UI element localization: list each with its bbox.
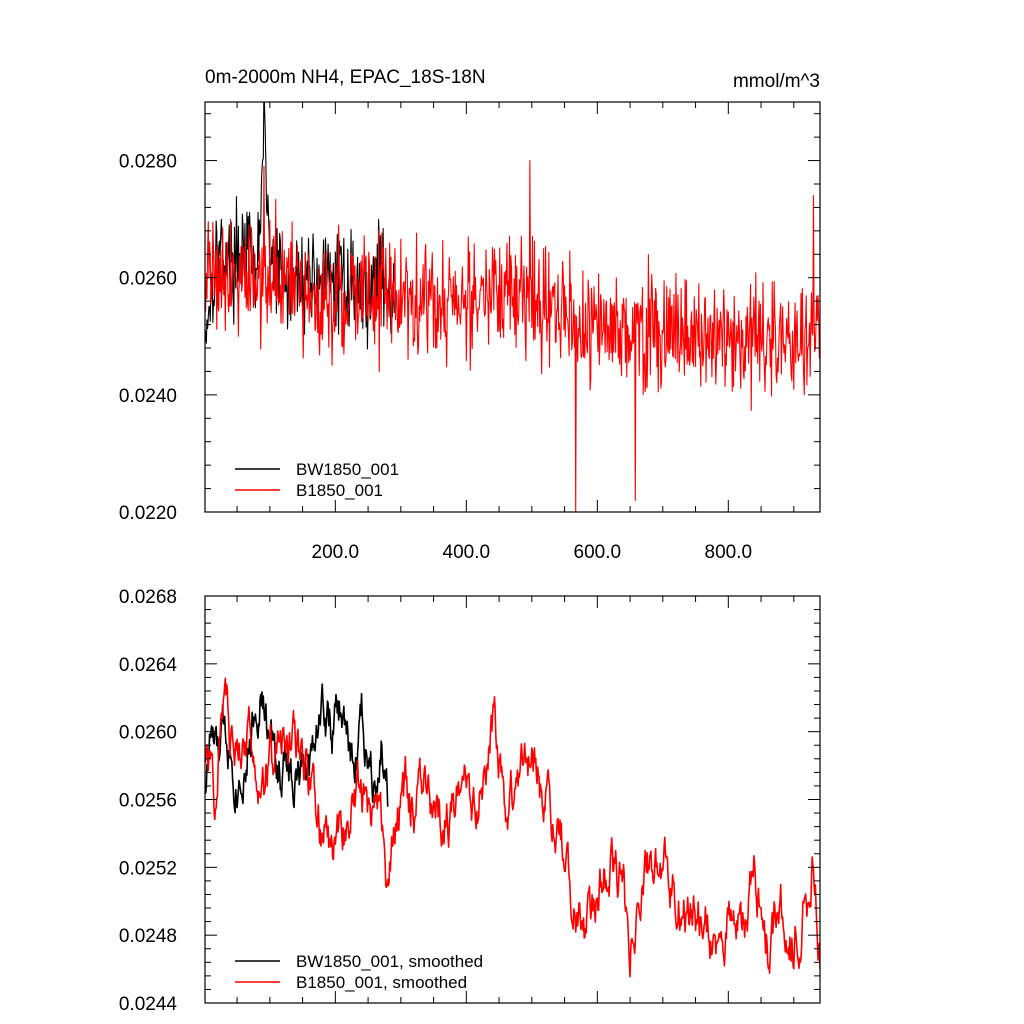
series-line-b1850-001	[205, 160, 820, 512]
y-tick-label: 0.0244	[119, 994, 178, 1015]
y-tick-label: 0.0260	[119, 269, 177, 290]
series-line-b1850-001-smoothed	[205, 677, 820, 978]
series-line-bw1850-001	[205, 102, 395, 350]
top-plot-area: 0.0220 0.0240 0.0260 0.0280 200.0 400.0 600.0 8…	[119, 101, 821, 563]
top-panel: 0m-2000m NH4, EPAC_18S-18N mmol/m^3 0.02…	[119, 67, 821, 563]
x-tick-label: 400.0	[443, 542, 491, 563]
y-tick-label: 0.0264	[119, 655, 178, 676]
x-tick-label: 200.0	[312, 542, 360, 563]
y-tick-label: 0.0256	[119, 791, 177, 812]
top-series-group	[205, 102, 820, 512]
bottom-plot-area: 0.0244 0.0248 0.0252 0.0256 0.0260 0.0264 0.02…	[119, 587, 821, 1015]
y-tick-label: 0.0260	[119, 723, 177, 744]
legend-label-b: B1850_001	[296, 481, 383, 500]
legend-label-bw-smoothed: BW1850_001, smoothed	[296, 952, 483, 971]
x-tick-label: 800.0	[705, 542, 753, 563]
units-label: mmol/m^3	[733, 71, 820, 92]
y-tick-label: 0.0220	[119, 503, 177, 524]
y-tick-label: 0.0280	[119, 152, 177, 173]
x-tick-label: 600.0	[574, 542, 622, 563]
bottom-series-group	[205, 677, 820, 978]
y-tick-label: 0.0268	[119, 587, 177, 608]
bottom-legend: BW1850_001, smoothed B1850_001, smoothed	[235, 952, 483, 992]
top-plot-frame	[204, 101, 821, 513]
y-tick-label: 0.0240	[119, 386, 177, 407]
chart-title: 0m-2000m NH4, EPAC_18S-18N	[205, 67, 486, 88]
y-tick-label: 0.0252	[119, 858, 177, 879]
bottom-panel: 0.0244 0.0248 0.0252 0.0256 0.0260 0.0264 0.02…	[119, 587, 821, 1015]
legend-label-bw: BW1850_001	[296, 460, 399, 479]
y-tick-label: 0.0248	[119, 926, 177, 947]
legend-label-b-smoothed: B1850_001, smoothed	[296, 973, 467, 992]
top-legend: BW1850_001 B1850_001	[235, 460, 399, 500]
